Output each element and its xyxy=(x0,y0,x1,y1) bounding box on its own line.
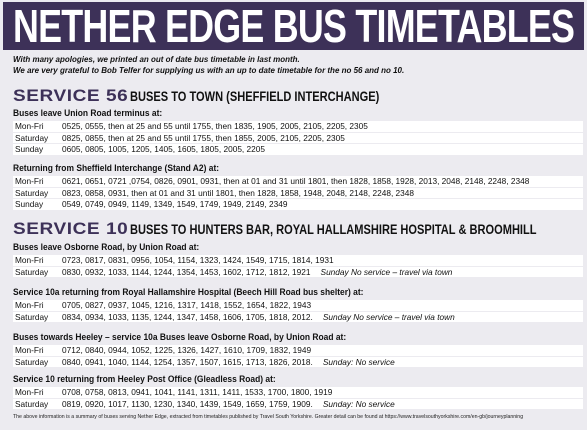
row-day: Mon-Fri xyxy=(15,176,44,186)
row-note: Sunday No service – travel via town xyxy=(320,266,453,277)
row-day: Sunday xyxy=(15,199,44,209)
table-row: Saturday 0830, 0932, 1033, 1144, 1244, 13… xyxy=(13,266,583,278)
timetable-block: Buses leave Union Road terminus at: Mon-… xyxy=(13,108,583,155)
row-note: Sunday: No service xyxy=(322,398,395,409)
service-56-heading: SERVICE 56 BUSES TO TOWN (SHEFFIELD INTE… xyxy=(13,86,434,106)
row-note: Sunday No service – travel via town xyxy=(322,311,455,322)
table-row: Mon-Fri 0621, 0651, 0721 ,0754, 0826, 090… xyxy=(13,176,583,187)
timetable-block: Buses towards Heeley – service 10a Buses… xyxy=(13,332,583,367)
times-text: 0819, 0920, 1017, 1130, 1230, 1340, 1439… xyxy=(62,398,313,409)
intro-line: With many apologies, we printed an out o… xyxy=(13,54,300,64)
row-times: 0840, 0941, 1040, 1144, 1254, 1357, 1507… xyxy=(62,357,583,368)
service-number: SERVICE 56 xyxy=(13,86,129,105)
row-day: Saturday xyxy=(15,311,49,322)
table-row: Mon-Fri 0705, 0827, 0937, 1045, 1216, 131… xyxy=(13,300,583,311)
row-day: Mon-Fri xyxy=(15,387,44,397)
table-row: Mon-Fri 0723, 0817, 0831, 0956, 1054, 115… xyxy=(13,255,583,266)
service-10-heading: SERVICE 10 BUSES TO HUNTERS BAR, ROYAL H… xyxy=(13,219,587,239)
row-times: 0605, 0805, 1005, 1205, 1405, 1605, 1805… xyxy=(62,144,265,154)
service-destination: BUSES TO HUNTERS BAR, ROYAL HALLAMSHIRE … xyxy=(130,222,537,237)
row-day: Sunday xyxy=(15,144,44,154)
timetable-block: Service 10 returning from Heeley Post Of… xyxy=(13,374,583,409)
row-day: Mon-Fri xyxy=(15,345,44,355)
intro-text: With many apologies, we printed an out o… xyxy=(13,54,583,76)
row-day: Saturday xyxy=(15,356,49,367)
row-times: 0830, 0932, 1033, 1144, 1244, 1354, 1453… xyxy=(62,267,583,278)
table-row: Saturday 0819, 0920, 1017, 1130, 1230, 13… xyxy=(13,398,583,410)
row-times: 0823, 0858, 0931, then at 01 and 31 unti… xyxy=(62,187,415,198)
table-row: Saturday 0823, 0858, 0931, then at 01 and… xyxy=(13,187,583,198)
times-text: 0840, 0941, 1040, 1144, 1254, 1357, 1507… xyxy=(62,356,313,367)
block-heading: Buses leave Osborne Road, by Union Road … xyxy=(13,242,200,253)
row-day: Saturday xyxy=(15,266,49,277)
service-number: SERVICE 10 xyxy=(13,219,129,238)
row-day: Saturday xyxy=(15,132,49,143)
row-day: Saturday xyxy=(15,187,49,198)
row-day: Mon-Fri xyxy=(15,121,44,131)
table-row: Sunday 0605, 0805, 1005, 1205, 1405, 1605… xyxy=(13,144,583,155)
block-heading: Service 10 returning from Heeley Post Of… xyxy=(13,374,276,385)
title-banner: NETHER EDGE BUS TIMETABLES xyxy=(3,0,584,52)
row-times: 0819, 0920, 1017, 1130, 1230, 1340, 1439… xyxy=(62,399,583,410)
footer-note: The above information is a summary of bu… xyxy=(13,414,524,420)
block-heading: Buses towards Heeley – service 10a Buses… xyxy=(13,332,347,343)
row-day: Mon-Fri xyxy=(15,255,44,265)
table-row: Saturday 0840, 0941, 1040, 1144, 1254, 13… xyxy=(13,356,583,368)
table-row: Saturday 0834, 0934, 1033, 1135, 1244, 13… xyxy=(13,311,583,323)
timetable-block: Buses leave Osborne Road, by Union Road … xyxy=(13,242,583,277)
row-day: Mon-Fri xyxy=(15,300,44,310)
times-text: 0834, 0934, 1033, 1135, 1244, 1347, 1458… xyxy=(62,311,313,322)
row-times: 0723, 0817, 0831, 0956, 1054, 1154, 1323… xyxy=(62,255,334,265)
timetable-page: NETHER EDGE BUS TIMETABLES With many apo… xyxy=(3,0,587,426)
times-text: 0830, 0932, 1033, 1144, 1244, 1354, 1453… xyxy=(62,266,311,277)
table-row: Mon-Fri 0712, 0840, 0944, 1052, 1225, 132… xyxy=(13,345,583,356)
row-times: 0712, 0840, 0944, 1052, 1225, 1326, 1427… xyxy=(62,345,312,355)
row-note: Sunday: No service xyxy=(322,356,395,367)
row-times: 0621, 0651, 0721 ,0754, 0826, 0901, 0931… xyxy=(62,176,530,186)
row-times: 0834, 0934, 1033, 1135, 1244, 1347, 1458… xyxy=(62,312,583,323)
row-times: 0708, 0758, 0813, 0941, 1041, 1141, 1311… xyxy=(62,387,333,397)
table-row: Mon-Fri 0708, 0758, 0813, 0941, 1041, 114… xyxy=(13,387,583,398)
service-destination: BUSES TO TOWN (SHEFFIELD INTERCHANGE) xyxy=(130,89,380,104)
timetable-block: Service 10a returning from Royal Hallams… xyxy=(13,287,583,322)
row-times: 0825, 0855, then at 25 and 55 until 1755… xyxy=(62,132,345,143)
block-heading: Service 10a returning from Royal Hallams… xyxy=(13,287,364,298)
intro-line: We are very grateful to Bob Telfer for s… xyxy=(13,65,405,75)
timetable-block: Returning from Sheffield Interchange (St… xyxy=(13,163,583,210)
row-times: 0525, 0555, then at 25 and 55 until 1755… xyxy=(62,121,368,131)
table-row: Saturday 0825, 0855, then at 25 and 55 un… xyxy=(13,132,583,143)
row-day: Saturday xyxy=(15,398,49,409)
row-times: 0549, 0749, 0949, 1149, 1349, 1549, 1749… xyxy=(62,199,288,209)
table-row: Sunday 0549, 0749, 0949, 1149, 1349, 1549… xyxy=(13,199,583,210)
block-heading: Returning from Sheffield Interchange (St… xyxy=(13,163,220,174)
table-row: Mon-Fri 0525, 0555, then at 25 and 55 unt… xyxy=(13,121,583,132)
page-title: NETHER EDGE BUS TIMETABLES xyxy=(13,0,575,52)
block-heading: Buses leave Union Road terminus at: xyxy=(13,108,163,119)
row-times: 0705, 0827, 0937, 1045, 1216, 1317, 1418… xyxy=(62,300,312,310)
